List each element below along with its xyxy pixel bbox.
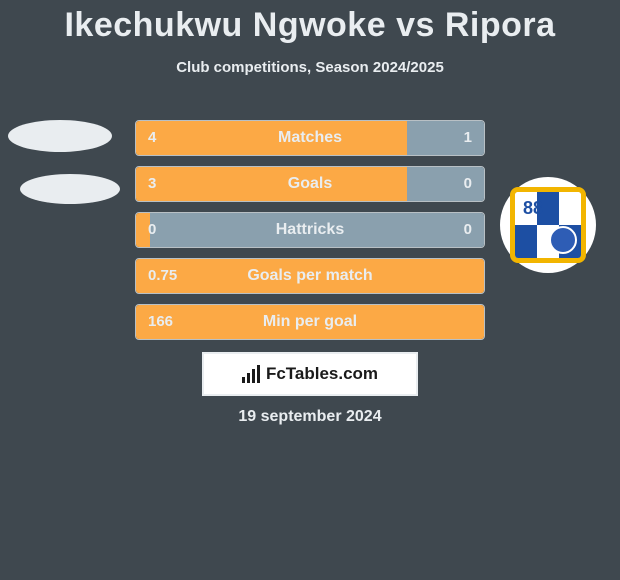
club-crest: 88 bbox=[510, 187, 586, 263]
stat-value-right: 0 bbox=[452, 213, 484, 246]
stat-row: 166Min per goal bbox=[135, 304, 485, 340]
stat-rows: 4Matches13Goals00Hattricks00.75Goals per… bbox=[135, 120, 485, 350]
date-text: 19 september 2024 bbox=[0, 408, 620, 426]
chart-icon bbox=[242, 365, 260, 383]
page-title: Ikechukwu Ngwoke vs Ripora bbox=[0, 0, 620, 45]
content: Ikechukwu Ngwoke vs Ripora Club competit… bbox=[0, 0, 620, 580]
subtitle: Club competitions, Season 2024/2025 bbox=[0, 59, 620, 76]
stat-label: Matches bbox=[136, 121, 484, 154]
club-badge: 88 bbox=[500, 177, 596, 273]
stat-value-right: 1 bbox=[452, 121, 484, 154]
stat-label: Goals per match bbox=[136, 259, 484, 292]
stat-label: Hattricks bbox=[136, 213, 484, 246]
stat-label: Goals bbox=[136, 167, 484, 200]
ball-icon bbox=[549, 226, 577, 254]
player-left-shape-1 bbox=[8, 120, 112, 152]
player-left-shape-2 bbox=[20, 174, 120, 204]
fctables-logo: FcTables.com bbox=[202, 352, 418, 396]
stat-row: 4Matches1 bbox=[135, 120, 485, 156]
stat-row: 0.75Goals per match bbox=[135, 258, 485, 294]
stat-label: Min per goal bbox=[136, 305, 484, 338]
stat-value-right: 0 bbox=[452, 167, 484, 200]
logo-text: FcTables.com bbox=[266, 364, 378, 384]
stat-row: 0Hattricks0 bbox=[135, 212, 485, 248]
stat-row: 3Goals0 bbox=[135, 166, 485, 202]
crest-number: 88 bbox=[523, 198, 543, 219]
